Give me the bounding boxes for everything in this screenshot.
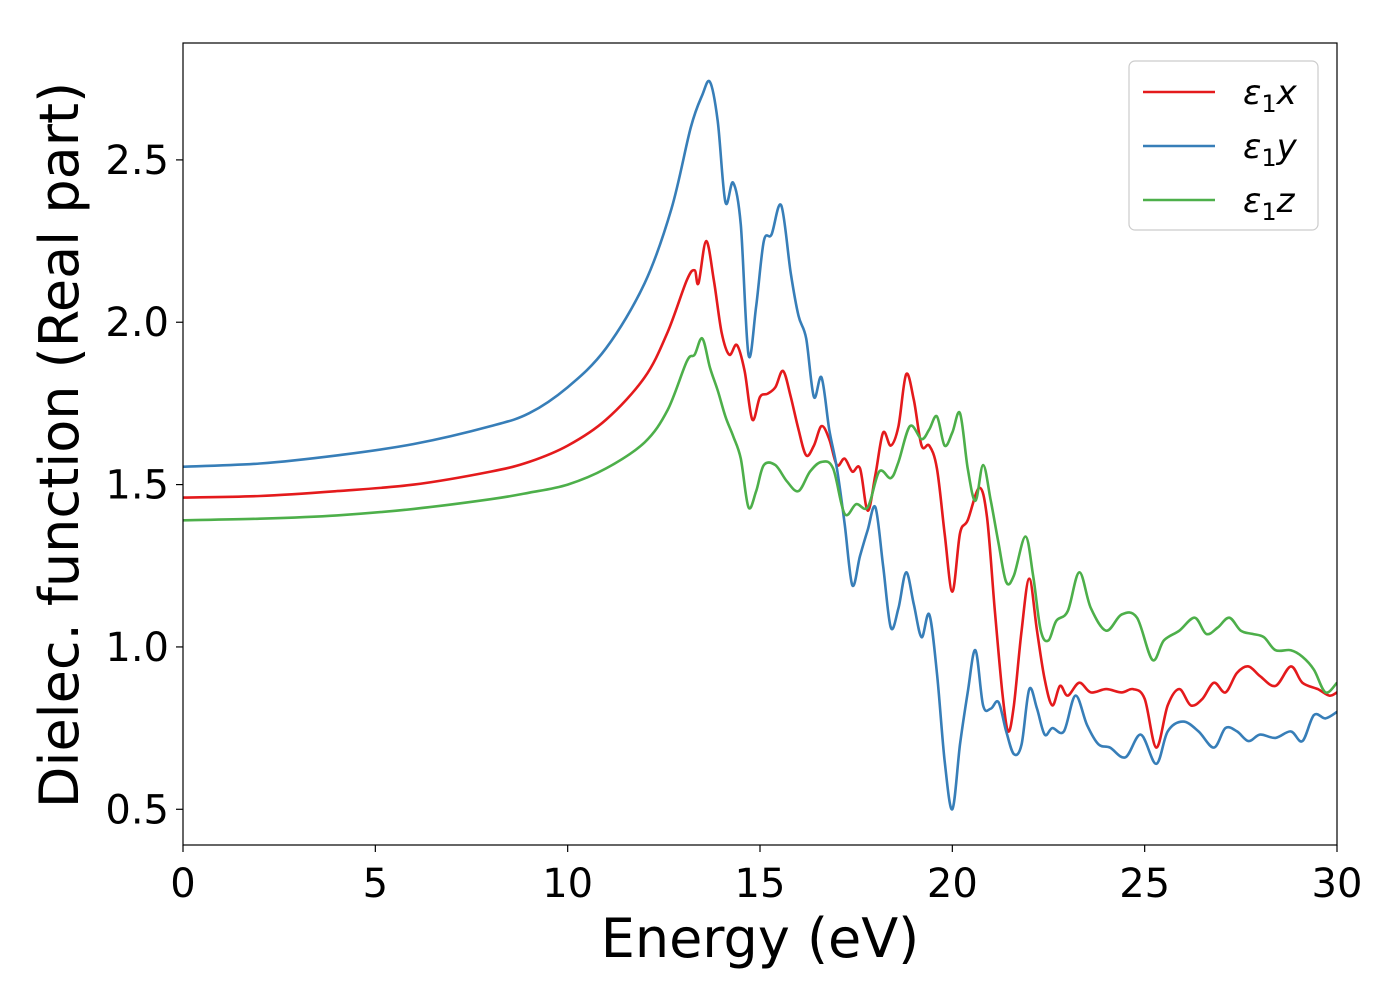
x-tick-label: 15: [735, 861, 786, 907]
y-tick-label: 1.5: [105, 463, 169, 509]
legend: ε1x ε1y ε1z: [1128, 60, 1319, 231]
legend-label-x: ε1x: [1243, 73, 1298, 118]
x-tick-label: 30: [1312, 861, 1363, 907]
legend-box: [1128, 60, 1319, 231]
y-axis-label: Dielec. function (Real part): [28, 82, 91, 808]
x-tick-label: 10: [542, 861, 593, 907]
x-tick-label: 25: [1119, 861, 1170, 907]
y-tick-label: 1.0: [105, 625, 169, 671]
y-tick-label: 2.5: [105, 138, 169, 184]
series-line-z: [183, 337, 1337, 694]
x-axis-label: Energy (eV): [601, 907, 920, 970]
series-layer: [183, 79, 1337, 811]
x-tick-label: 0: [170, 861, 195, 907]
legend-label-z: ε1z: [1243, 181, 1296, 226]
x-tick-label: 5: [363, 861, 388, 907]
y-tick-label: 0.5: [105, 787, 169, 833]
legend-label-y: ε1y: [1243, 127, 1298, 172]
x-tick-label: 20: [927, 861, 978, 907]
y-tick-label: 2.0: [105, 300, 169, 346]
series-line-x: [183, 239, 1337, 749]
x-axis: 0 5 10 15 20 25 30: [170, 845, 1362, 907]
series-line-y: [183, 79, 1337, 811]
y-axis: 0.5 1.0 1.5 2.0 2.5: [105, 138, 183, 833]
